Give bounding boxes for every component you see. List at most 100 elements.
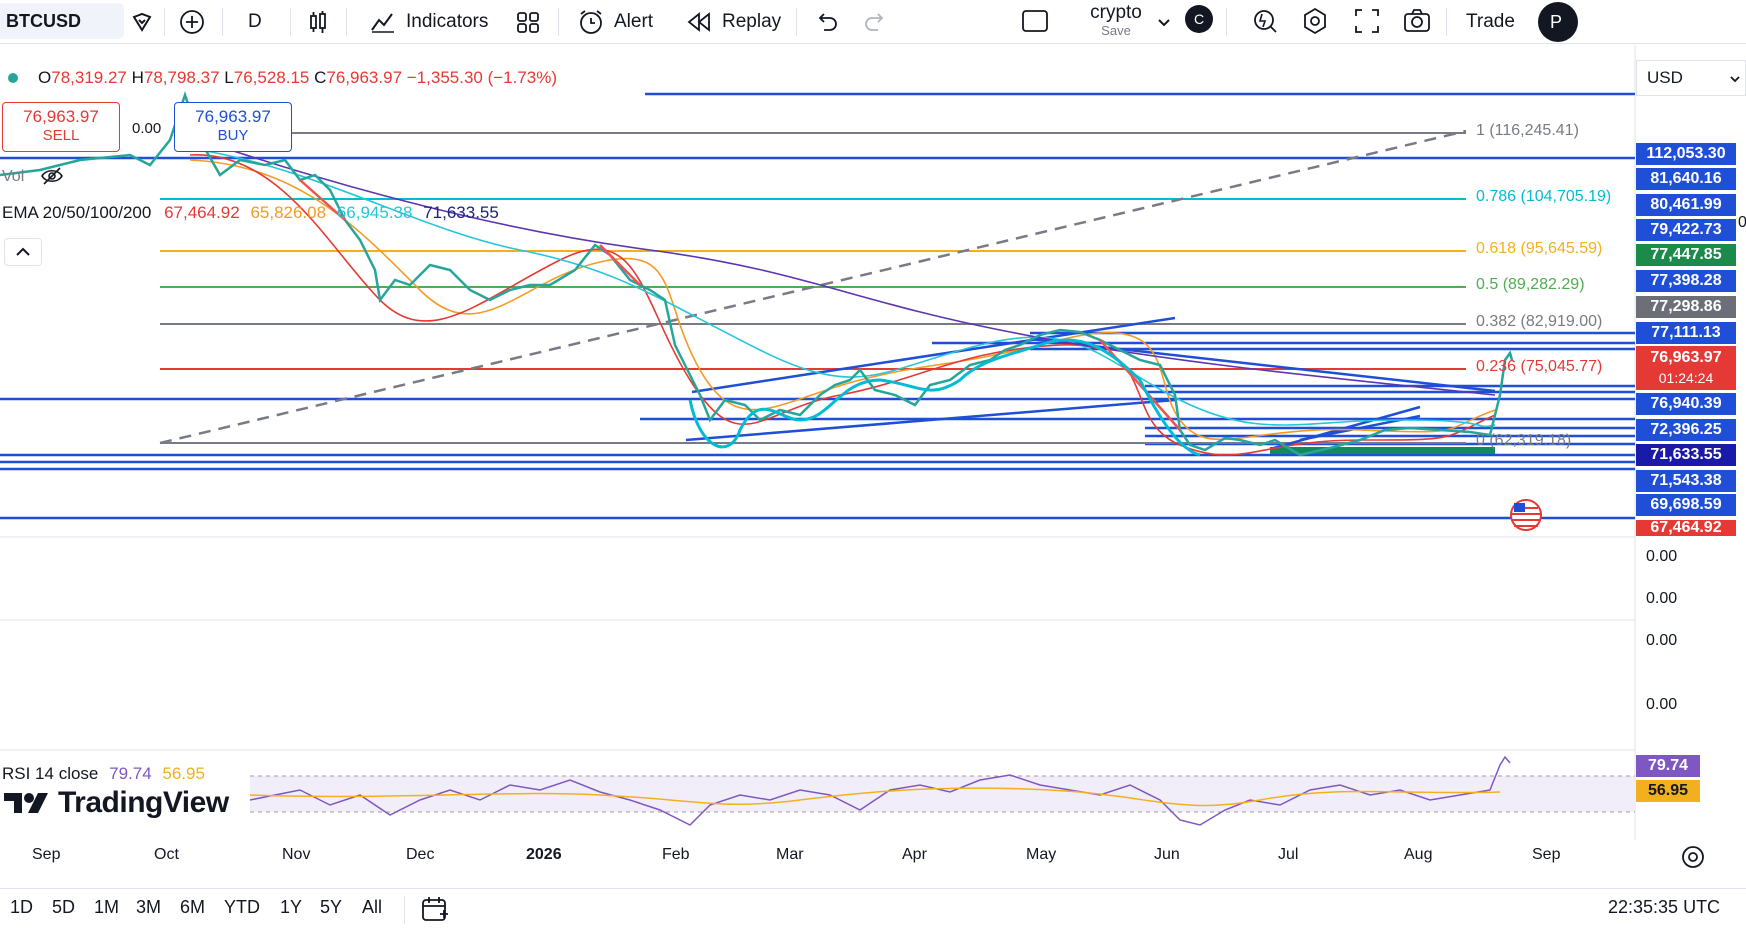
price-tag: 71,543.38 <box>1636 470 1736 492</box>
sell-button[interactable]: 76,963.97 SELL <box>2 102 120 152</box>
layout-name: crypto <box>1090 2 1142 23</box>
replay-button[interactable]: Replay <box>684 0 781 44</box>
currency-select[interactable]: USD <box>1636 60 1746 96</box>
price-scale-edge-label: 0 <box>1738 214 1746 231</box>
horizontal-lines <box>0 92 1635 520</box>
chevron-down-icon[interactable] <box>1156 14 1172 30</box>
collapse-legend-button[interactable] <box>4 238 42 266</box>
time-axis-label: Jul <box>1278 846 1299 863</box>
chevron-up-icon <box>16 247 30 256</box>
range-all-button[interactable]: All <box>362 897 383 917</box>
camera-snapshot-icon[interactable] <box>1402 6 1432 36</box>
candles-chart-type-icon[interactable] <box>304 8 332 36</box>
scale-settings-icon[interactable] <box>1680 844 1706 870</box>
layout-name-button[interactable]: crypto Save <box>1066 2 1166 42</box>
top-toolbar <box>0 0 1746 44</box>
alarm-clock-icon <box>576 8 606 36</box>
range-6m-button[interactable]: 6M <box>180 897 206 917</box>
templates-icon[interactable] <box>514 8 542 36</box>
time-axis-label: Apr <box>902 846 927 863</box>
current-price-tag: 76,963.97 01:24:24 <box>1636 346 1736 390</box>
bottom-toolbar <box>0 888 1746 930</box>
green-zone <box>1270 447 1495 454</box>
indicators-button[interactable]: Indicators <box>368 0 488 44</box>
buy-button[interactable]: 76,963.97 BUY <box>174 102 292 152</box>
price-tag: 77,298.86 <box>1636 296 1736 318</box>
range-ytd-button[interactable]: YTD <box>224 897 260 917</box>
range-5y-button[interactable]: 5Y <box>320 897 343 917</box>
ema-20-value: 67,464.92 <box>164 203 240 222</box>
range-1d-button[interactable]: 1D <box>10 897 34 917</box>
price-tag: 81,640.16 <box>1636 168 1736 190</box>
fib-label-0382: 0.382 (82,919.00) <box>1476 313 1603 330</box>
fullscreen-icon[interactable] <box>1352 6 1382 36</box>
account-avatar[interactable]: C <box>1185 5 1213 33</box>
alert-button[interactable]: Alert <box>576 0 653 44</box>
indicators-icon <box>368 10 398 34</box>
fib-label-0: 0 (62,319.18) <box>1476 432 1572 449</box>
alert-label: Alert <box>614 11 654 32</box>
chart-canvas[interactable] <box>0 45 1746 885</box>
ohlc-legend: O78,319.27 H78,798.37 L76,528.15 C76,963… <box>38 68 558 87</box>
rsi-value-tag: 79.74 <box>1636 755 1700 777</box>
time-axis-label: Feb <box>662 846 690 863</box>
tradingview-logo: TradingView <box>2 786 229 820</box>
publish-button[interactable]: P <box>1538 2 1578 42</box>
price-tag: 72,396.25 <box>1636 419 1736 441</box>
pane-scale-value: 0.00 <box>1646 632 1678 649</box>
volume-label: Vol <box>2 168 25 185</box>
price-tag: 67,464.92 <box>1636 520 1736 536</box>
time-axis-label: Dec <box>406 846 435 863</box>
time-axis-label: Mar <box>776 846 804 863</box>
quick-search-icon[interactable] <box>1250 6 1280 36</box>
tradingview-logo-icon <box>4 793 48 813</box>
ema-100-value: 66,945.38 <box>336 203 413 222</box>
eye-hidden-icon[interactable] <box>40 166 64 186</box>
indicators-label: Indicators <box>406 11 489 32</box>
fib-trendline <box>159 129 1467 445</box>
pane-scale-value: 0.00 <box>1646 696 1678 713</box>
time-axis-label: Sep <box>32 846 61 863</box>
compare-add-icon[interactable] <box>178 8 206 36</box>
time-axis-label: May <box>1026 846 1057 863</box>
price-tag: 77,398.28 <box>1636 270 1736 292</box>
spread-value: 0.00 <box>132 120 162 137</box>
price-tag: 69,698.59 <box>1636 494 1736 516</box>
calendar-icon[interactable] <box>420 894 450 924</box>
layout-save-status: Save <box>1101 23 1131 38</box>
redo-icon[interactable] <box>862 8 890 36</box>
settings-gear-icon[interactable] <box>1300 6 1330 36</box>
rewind-icon <box>684 10 714 34</box>
range-1y-button[interactable]: 1Y <box>280 897 303 917</box>
trade-button[interactable]: Trade <box>1466 11 1515 32</box>
legend-dot <box>8 73 18 83</box>
symbol-search-button[interactable]: BTCUSD <box>0 3 124 39</box>
watchlist-add-icon[interactable] <box>128 8 156 36</box>
ema-200-value: 71,633.55 <box>423 203 499 222</box>
price-tag: 71,633.55 <box>1636 444 1736 466</box>
rsi-ma-line <box>249 787 1501 807</box>
bar-countdown: 01:24:24 <box>1658 370 1714 386</box>
ema-legend: EMA 20/50/100/200 67,464.92 65,826.08 66… <box>2 203 499 222</box>
time-axis-label: 2026 <box>526 846 562 863</box>
rsi-ma-tag: 56.95 <box>1636 780 1700 802</box>
fib-label-0786: 0.786 (104,705.19) <box>1476 188 1612 205</box>
clock-timezone[interactable]: 22:35:35 UTC <box>1608 897 1721 917</box>
us-flag-icon <box>1510 499 1542 531</box>
time-axis-label: Sep <box>1532 846 1561 863</box>
price-tag: 80,461.99 <box>1636 194 1736 216</box>
pane-scale-value: 0.00 <box>1646 548 1678 565</box>
price-tag: 77,447.85 <box>1636 244 1736 266</box>
undo-icon[interactable] <box>812 8 840 36</box>
pane-scale-value: 0.00 <box>1646 590 1678 607</box>
price-path <box>0 91 1514 457</box>
interval-button[interactable]: D <box>248 11 262 32</box>
range-1m-button[interactable]: 1M <box>94 897 120 917</box>
fullscreen-window-icon[interactable] <box>1020 6 1050 36</box>
channel-lines <box>685 316 1496 451</box>
range-3m-button[interactable]: 3M <box>136 897 162 917</box>
ema-curves <box>189 139 1496 456</box>
price-tag: 79,422.73 <box>1636 219 1736 241</box>
ema-50-value: 65,826.08 <box>250 203 327 222</box>
range-5d-button[interactable]: 5D <box>52 897 76 917</box>
